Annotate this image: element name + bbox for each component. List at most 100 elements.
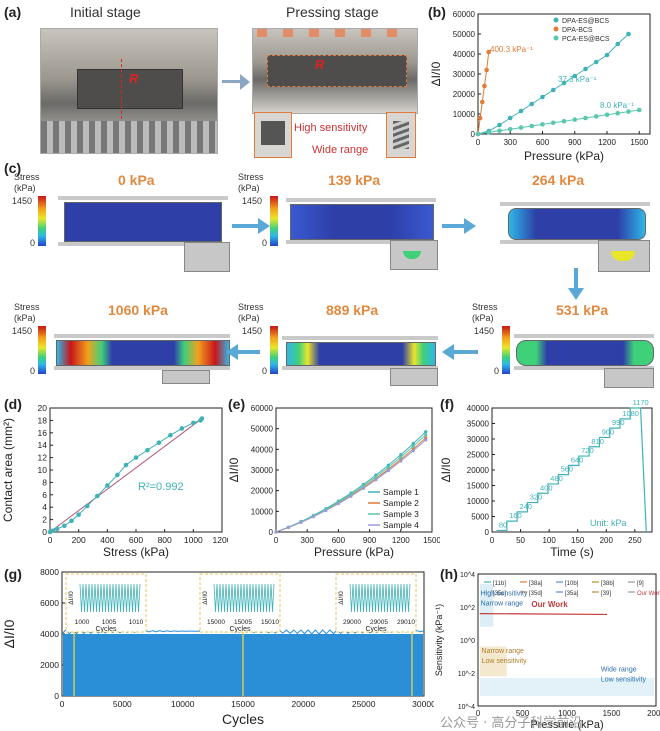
frame-6-inset [162,370,210,384]
region-label: Wide range [601,666,637,673]
x-axis-label: Pressure (kPa) [314,545,394,559]
frame-5-sim [286,342,436,366]
y-tick-label: 25000 [467,451,490,460]
y-tick-label: 0 [471,130,476,139]
frame-4-sim [516,340,654,366]
data-point [399,453,403,457]
frame-5-bottom-plate [282,366,438,370]
stress-max-1: 1450 [12,196,33,206]
inset-tick-label: 29005 [370,619,388,626]
stress-title-1: Stress [14,172,40,182]
data-point [374,475,378,479]
step-label: 240 [519,502,532,511]
x-tick-label: 1200 [598,138,616,147]
x-tick-label: 0 [490,536,495,545]
frame-3-inset-contact [611,251,635,261]
region-label: Low sensitivity [601,676,647,683]
legend-label: Sample 2 [383,498,419,508]
frame-4-pressure: 531 kPa [556,302,609,318]
y-tick-label: 5000 [471,513,489,522]
inset-tick-label: 29000 [343,619,361,626]
inset-tick-label: 1000 [75,619,90,626]
stress-min-2: 0 [262,238,268,248]
radius-guide [121,59,123,119]
panel-c-label: (c) [4,160,22,176]
stress-min-4: 0 [494,366,500,376]
data-point [482,83,487,89]
data-point [62,523,67,529]
x-tick-label: 30000 [412,699,434,709]
data-point [386,465,390,469]
frame-6-top-plate [54,334,230,338]
radius-label: R [129,71,139,86]
region-label: High sensitivity [481,590,528,597]
chart-f: 0 50 100 150 200 250 0 5000 10000 15000 20000 25000… [440,398,653,559]
inset-tick-label: 29010 [397,619,415,626]
hs-inset-block [261,121,285,145]
inset-y-label: ΔI/I0 [338,591,345,605]
data-point [626,109,631,114]
y-tick-label: 2 [42,515,47,525]
y-axis-label: Contact area (mm²) [1,418,15,522]
y-tick-label: 40000 [467,404,490,413]
data-point [361,486,365,490]
high-sensitivity-label: High sensitivity [294,122,368,134]
y-tick-label: 6 [42,490,47,500]
x-tick-label: 600 [536,138,550,147]
y-tick-label: 10000 [453,110,476,119]
data-point [497,128,502,134]
x-tick-label: 500 [516,709,530,718]
data-point [480,99,485,105]
data-point [540,122,545,127]
colorbar-5 [270,326,278,374]
y-tick-label: 50000 [251,425,274,434]
panel-f-label: (f) [440,396,454,412]
data-point [50,528,56,534]
data-point [386,469,390,473]
y-tick-label: 10000 [467,497,490,506]
x-axis-label: Pressure (kPa) [530,719,603,731]
y-tick-label: 30000 [453,70,476,79]
data-point [477,115,483,121]
data-point [133,455,139,460]
stress-max-5: 1450 [242,326,263,336]
inset-x-label: Cycles [95,626,117,633]
x-tick-label: 1500 [603,709,621,718]
data-point [191,420,196,426]
initial-stage-title: Initial stage [70,4,141,20]
inset-tick-label: 15005 [234,619,252,626]
x-tick-label: 600 [332,536,346,545]
x-tick-label: 0 [48,535,53,545]
data-point [518,108,524,114]
y-tick-label: 14 [38,440,48,450]
legend-label: [38b] [601,581,615,587]
y-tick-label: 6000 [40,598,59,608]
legend-label: DPA-BCS [562,27,593,34]
y-tick-label: 10^0 [460,638,475,645]
frame-2-bottom-plate [286,240,436,244]
axes-frame [477,573,657,707]
panel-e-label: (e) [228,396,246,412]
data-point [76,512,81,517]
flow-arrow-2-icon [464,218,476,234]
stress-unit-1: (kPa) [14,183,36,193]
data-point [561,118,567,124]
legend-label: [39] [601,591,611,597]
frame-5-top-plate [282,336,438,340]
our-work-label: Our Work [531,600,568,609]
data-point [540,94,545,100]
x-tick-label: 800 [158,535,172,545]
y-tick-label: 20000 [467,466,490,475]
frame-1-top-plate [58,196,228,200]
panel-g-label: (g) [4,566,22,582]
x-tick-label: 300 [301,536,315,545]
y-axis-label: ΔI/I0 [430,61,443,86]
stress-unit-5: (kPa) [238,313,260,323]
data-point [550,87,556,93]
step-label: 160 [509,511,522,520]
x-tick-label: 200 [72,535,86,545]
hs-region [480,583,494,627]
data-point [95,493,100,499]
region-label: Narrow range [482,648,525,655]
data-point [424,433,428,437]
